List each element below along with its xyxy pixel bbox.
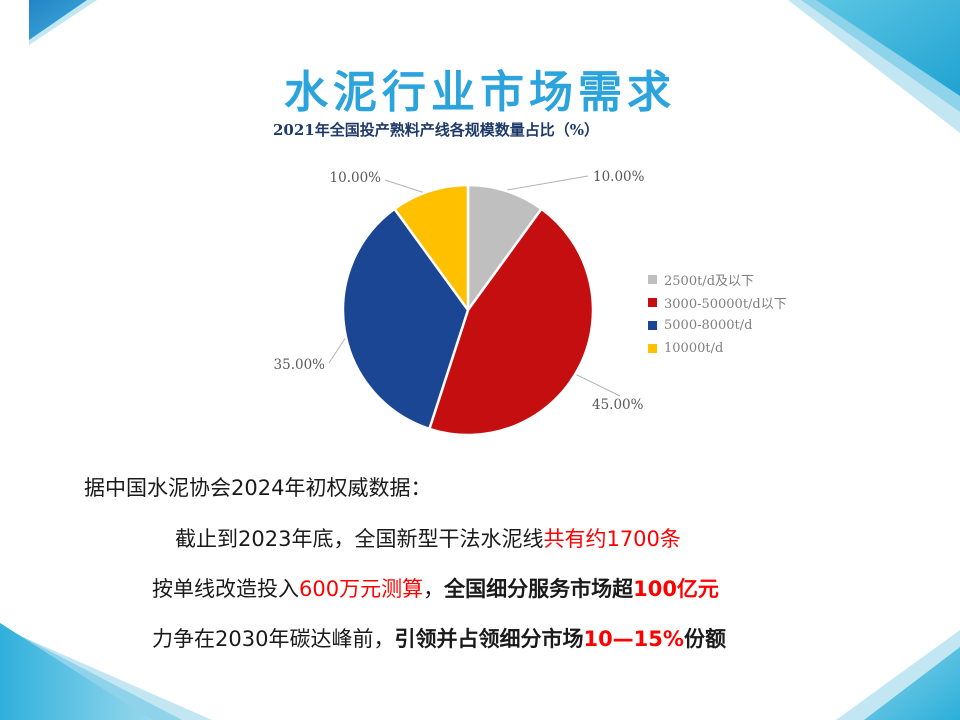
legend-marker-icon (648, 344, 657, 353)
body-text-segment: 全国细分服务市场超 (444, 577, 634, 601)
body-line-0: 据中国水泥协会2024年初权威数据： (84, 476, 431, 500)
legend-item-1: 3000-50000t/d以下 (648, 293, 787, 312)
body-text-segment: 100亿元 (633, 577, 719, 601)
legend-marker-icon (648, 298, 657, 307)
body-text-segment: 按单线改造投入 (152, 577, 299, 601)
legend-label: 5000-8000t/d (664, 318, 753, 333)
legend-label: 3000-50000t/d以下 (664, 297, 787, 312)
leader-lines (328, 175, 621, 397)
body-line-1: 截止到2023年底，全国新型干法水泥线共有约1700条 (175, 527, 681, 551)
body-line-2: 按单线改造投入600万元测算，全国细分服务市场超100亿元 (152, 577, 719, 601)
pie-label-0: 10.00% (593, 169, 645, 185)
legend-label: 10000t/d (664, 341, 724, 356)
body-text-segment: 10—15% (583, 627, 684, 651)
legend-marker-icon (648, 275, 657, 284)
pie-slice-1 (428, 207, 595, 437)
decor-bottom-right (836, 630, 960, 720)
legend-item-3: 10000t/d (648, 339, 787, 358)
legend-label: 2500t/d及以下 (664, 274, 755, 289)
decor-top-left (29, 0, 97, 45)
body-text-segment: 据中国水泥协会2024年初权威数据： (84, 476, 432, 500)
body-text-segment: 截止到2023年底，全国新型干法水泥线 (175, 527, 544, 551)
body-text-segment: 引领并占领细分市场 (394, 627, 584, 651)
body-text-segment: 共有约1700条 (543, 527, 681, 551)
pie-label-2: 35.00% (274, 357, 326, 373)
pie-slices (341, 183, 595, 437)
pie-label-3: 10.00% (330, 170, 382, 186)
legend-item-2: 5000-8000t/d (648, 316, 787, 335)
legend-item-0: 2500t/d及以下 (648, 270, 787, 289)
body-text-segment: 600万元测算 (299, 577, 424, 601)
body-text-segment: 力争在2030年碳达峰前， (152, 627, 395, 651)
legend-marker-icon (648, 321, 657, 330)
pie-slice-2 (341, 207, 470, 431)
pie-label-1: 45.00% (592, 397, 644, 413)
chart-title: 2021年全国投产熟料产线各规模数量占比（%） (272, 121, 599, 139)
page-title: 水泥行业市场需求 (284, 67, 676, 118)
chart-legend: 2500t/d及以下 3000-50000t/d以下 5000-8000t/d 100… (648, 270, 787, 362)
body-line-3: 力争在2030年碳达峰前，引领并占领细分市场10—15%份额 (152, 627, 726, 651)
body-text-segment: 份额 (683, 627, 726, 651)
body-text-segment: ， (423, 577, 445, 601)
pie-slice-0 (466, 183, 543, 312)
pie-slice-3 (393, 183, 470, 312)
pie-percentage-labels: 10.00% 45.00% 35.00% 10.00% (274, 169, 645, 413)
